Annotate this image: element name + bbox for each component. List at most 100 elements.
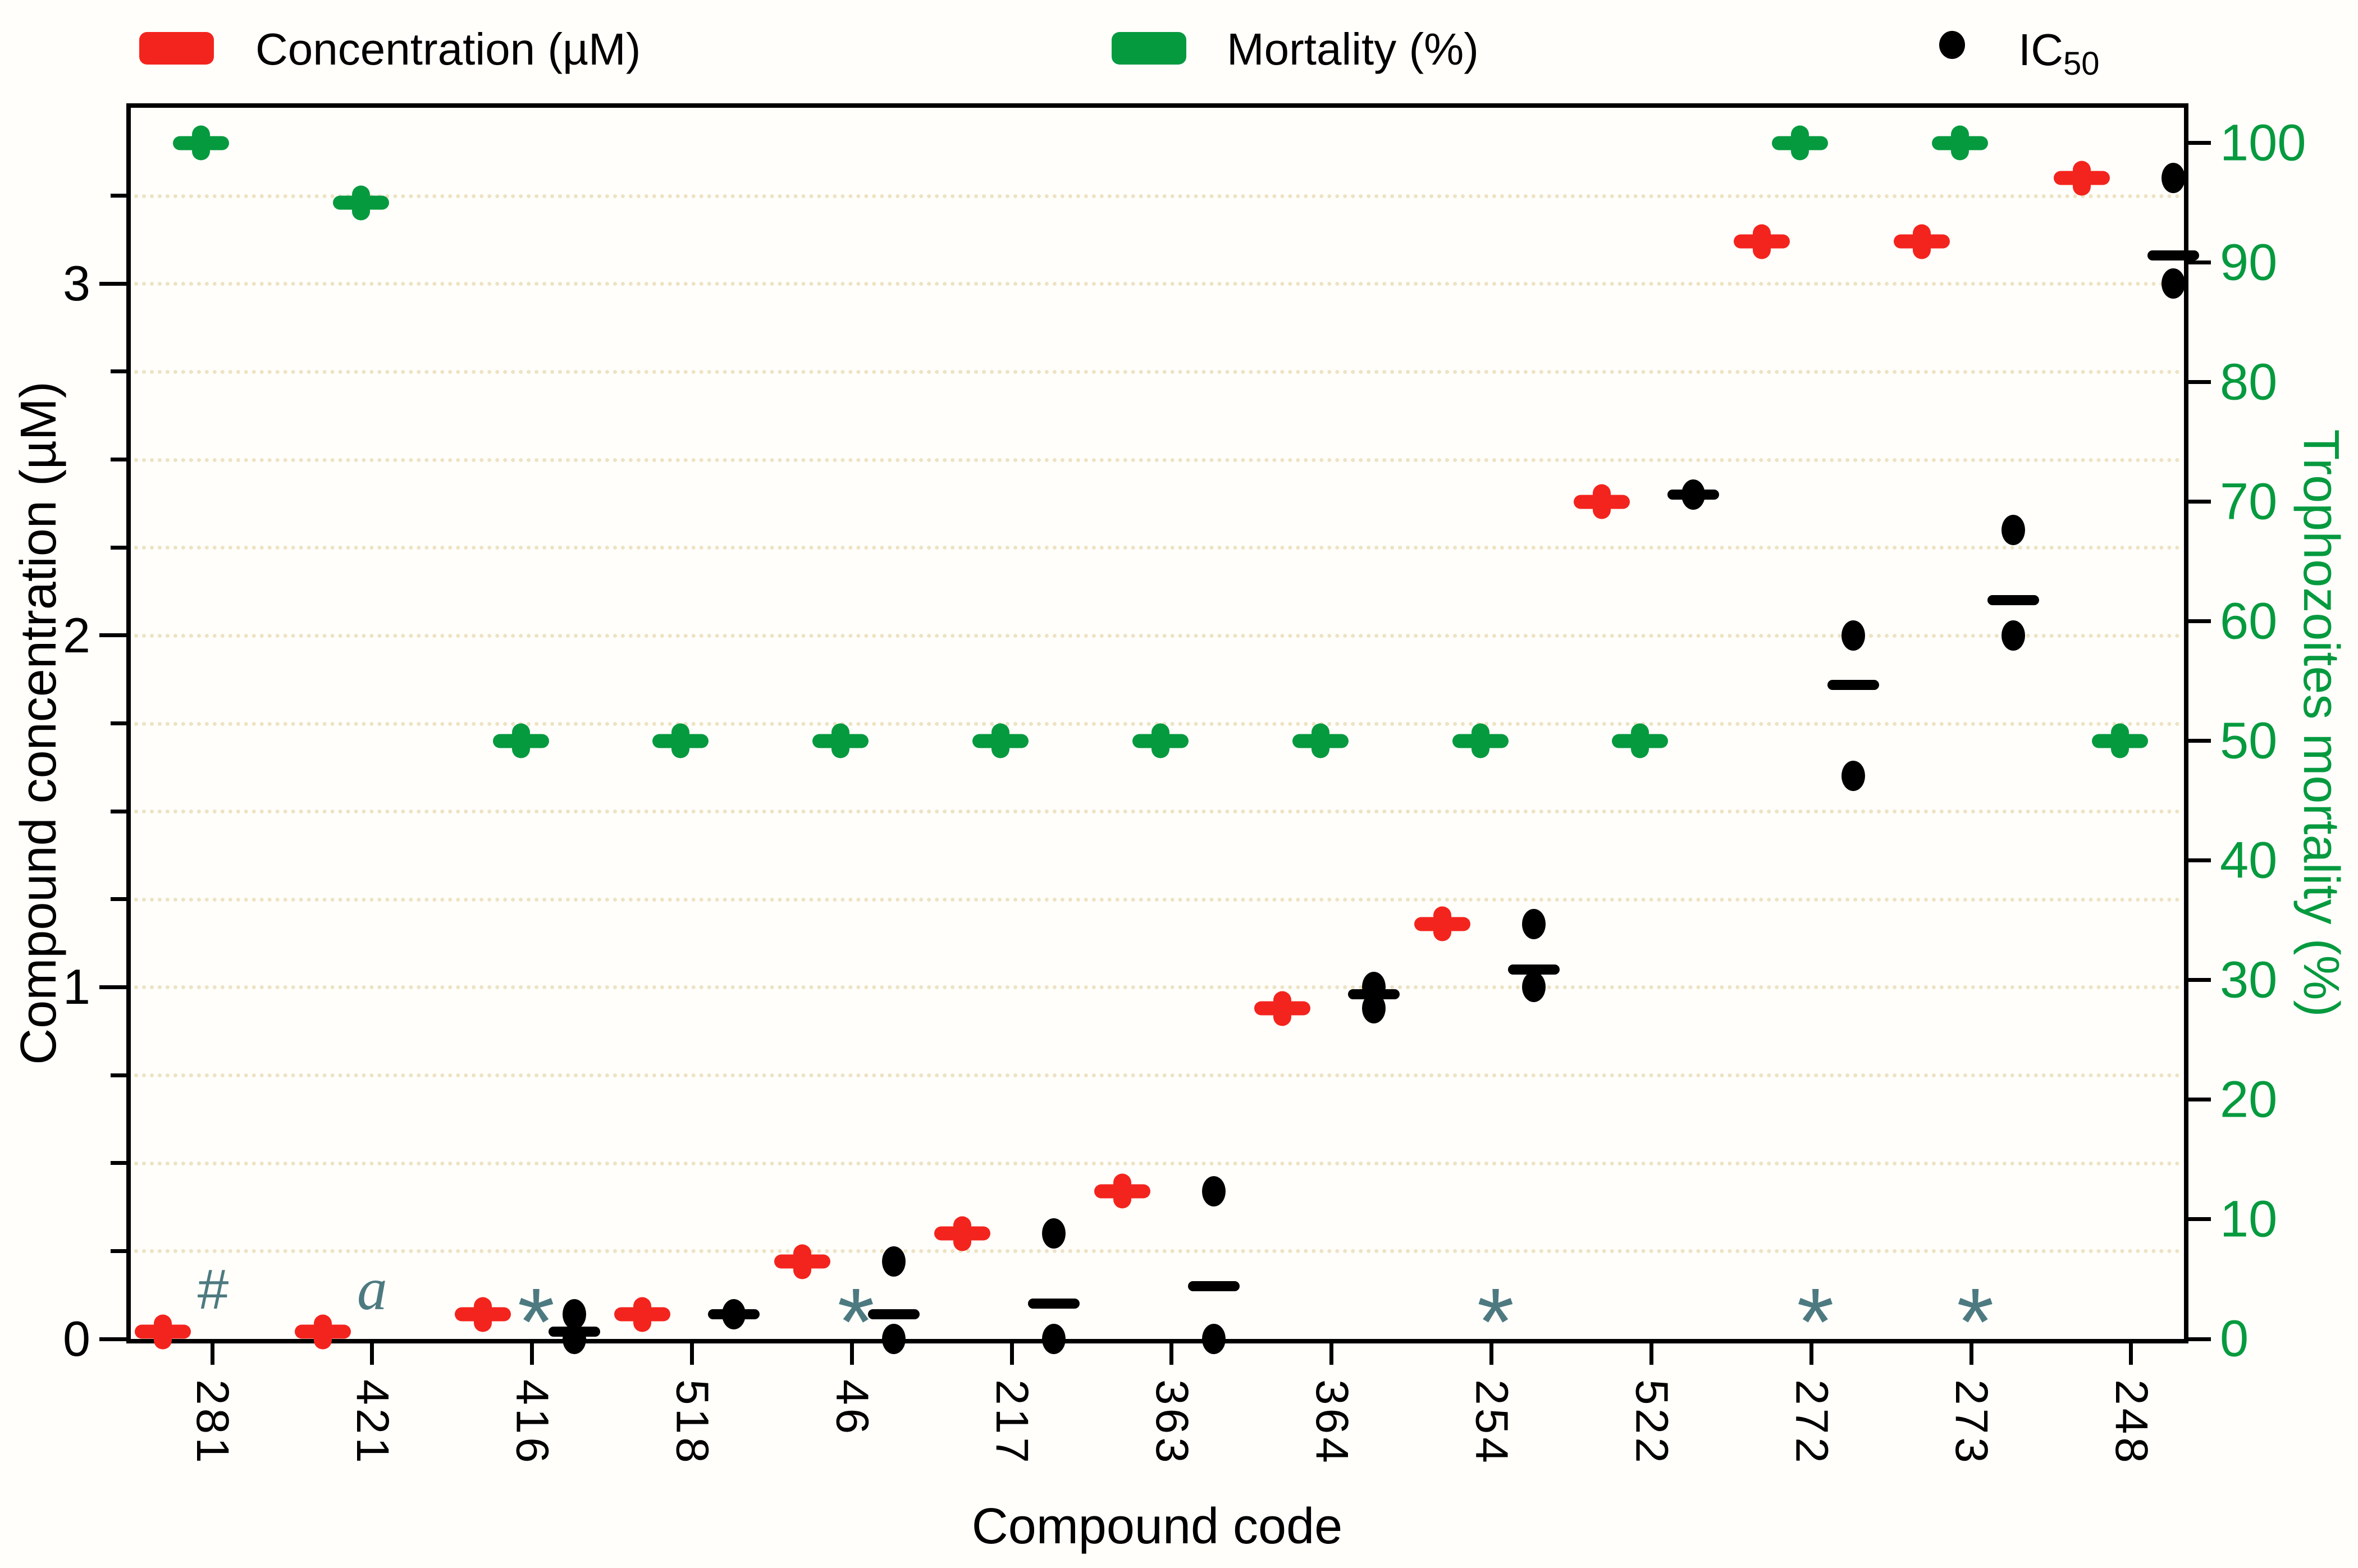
ic50-bar-518	[708, 1309, 760, 1320]
right-axis-label-0: 0	[2220, 1310, 2249, 1368]
legend-ic50-label: IC50	[2018, 25, 2100, 82]
right-axis-title: Trophozoites mortality (%)	[2293, 429, 2349, 1017]
legend-concentration-label: Concentration (µM)	[255, 24, 641, 74]
mortality-marker-217	[972, 734, 1029, 748]
mortality-marker-254	[1452, 734, 1509, 748]
ic50-bar-254	[1507, 964, 1560, 975]
concentration-marker-522	[1574, 495, 1630, 509]
x-category-label-273: 273	[1946, 1379, 1998, 1466]
right-tick-10	[2186, 1217, 2211, 1222]
concentration-marker-364	[1254, 1001, 1310, 1016]
mortality-marker-273	[1932, 136, 1989, 150]
gridline-0.50	[134, 1161, 2181, 1165]
ic50-dot-248-1	[2161, 268, 2185, 299]
x-tick-522	[1649, 1341, 1653, 1365]
right-tick-80	[2186, 380, 2211, 385]
right-axis-label-50: 50	[2220, 712, 2278, 770]
left-tick-0.75	[111, 1073, 129, 1077]
right-tick-60	[2186, 619, 2211, 624]
right-axis-label-70: 70	[2220, 473, 2278, 531]
left-axis-label-2: 2	[63, 607, 90, 663]
ic50-bar-272	[1827, 679, 1880, 690]
left-tick-0.00	[99, 1337, 129, 1341]
ic50-dot-363-0	[1201, 1176, 1226, 1206]
concentration-marker-272	[1734, 234, 1790, 249]
ic50-dot-254-1	[1521, 972, 1546, 1003]
ic50-dot-46-0	[882, 1246, 906, 1277]
concentration-marker-363	[1094, 1184, 1150, 1199]
right-tick-90	[2186, 260, 2211, 265]
x-category-label-364: 364	[1306, 1379, 1358, 1466]
left-axis-label-0: 0	[63, 1311, 90, 1366]
ic50-bar-416	[548, 1327, 600, 1337]
ic50-dot-217-0	[1042, 1218, 1066, 1249]
x-category-label-248: 248	[2105, 1379, 2157, 1466]
ic50-bar-364	[1347, 989, 1400, 999]
gridline-3.00	[134, 282, 2181, 286]
annotation-272: *	[1793, 1269, 1830, 1376]
right-axis-label-10: 10	[2220, 1190, 2278, 1248]
x-tick-217	[1009, 1341, 1014, 1365]
x-tick-254	[1489, 1341, 1494, 1365]
ic50-dot-272-0	[1841, 620, 1866, 651]
ic50-dot-217-1	[1042, 1324, 1066, 1354]
x-category-label-421: 421	[346, 1379, 398, 1466]
ic50-dot-363-1	[1201, 1324, 1226, 1354]
legend-ic50-dot-icon	[1939, 31, 1965, 59]
x-category-label-518: 518	[666, 1379, 718, 1466]
right-tick-20	[2186, 1098, 2211, 1102]
left-tick-3.00	[99, 281, 129, 286]
ic50-dot-46-1	[882, 1324, 906, 1354]
annotation-281: #	[196, 1258, 228, 1322]
mortality-marker-272	[1772, 136, 1829, 150]
mortality-marker-363	[1132, 734, 1189, 748]
left-tick-1.00	[99, 985, 129, 989]
x-tick-364	[1329, 1341, 1334, 1365]
concentration-marker-217	[934, 1226, 991, 1241]
gridline-0.75	[134, 1073, 2181, 1078]
x-tick-272	[1809, 1341, 1813, 1365]
plot-area-border	[126, 103, 2188, 1343]
x-tick-363	[1169, 1341, 1174, 1365]
left-tick-2.50	[111, 458, 129, 462]
right-tick-70	[2186, 500, 2211, 504]
ic50-bar-217	[1028, 1299, 1080, 1309]
ic50-dot-273-1	[2001, 620, 2026, 651]
x-category-label-217: 217	[986, 1379, 1038, 1466]
concentration-marker-248	[2053, 171, 2110, 185]
x-category-label-281: 281	[187, 1379, 238, 1466]
gridline-2.00	[134, 633, 2181, 638]
mortality-marker-46	[812, 734, 869, 748]
concentration-marker-273	[1894, 234, 1950, 249]
legend-mortality-swatch	[1112, 32, 1186, 65]
x-category-label-522: 522	[1626, 1379, 1678, 1466]
mortality-marker-421	[332, 195, 389, 210]
ic50-dot-273-0	[2001, 514, 2026, 545]
annotation-254: *	[1473, 1269, 1510, 1376]
gridline-3.25	[134, 194, 2181, 198]
ic50-bar-273	[1987, 595, 2040, 606]
right-axis-label-40: 40	[2220, 831, 2278, 889]
x-tick-421	[370, 1341, 374, 1365]
left-tick-0.25	[111, 1249, 129, 1253]
gridline-2.25	[134, 546, 2181, 550]
x-tick-46	[849, 1341, 854, 1365]
right-axis-label-60: 60	[2220, 592, 2278, 650]
concentration-marker-518	[614, 1307, 671, 1322]
gridline-0.25	[134, 1249, 2181, 1254]
ic50-dot-248-0	[2161, 163, 2185, 194]
mortality-marker-248	[2091, 734, 2148, 748]
ic50-bar-248	[2147, 250, 2199, 261]
right-axis-label-20: 20	[2220, 1071, 2278, 1128]
annotation-46: *	[833, 1269, 871, 1376]
gridline-2.75	[134, 369, 2181, 374]
ic50-bar-46	[868, 1309, 920, 1320]
x-category-label-272: 272	[1786, 1379, 1838, 1466]
annotation-416: *	[513, 1269, 551, 1376]
annotation-421: a	[357, 1256, 387, 1323]
x-category-label-46: 46	[826, 1379, 878, 1438]
x-tick-281	[210, 1341, 214, 1365]
mortality-marker-518	[652, 734, 709, 748]
gridline-1.50	[134, 810, 2181, 814]
